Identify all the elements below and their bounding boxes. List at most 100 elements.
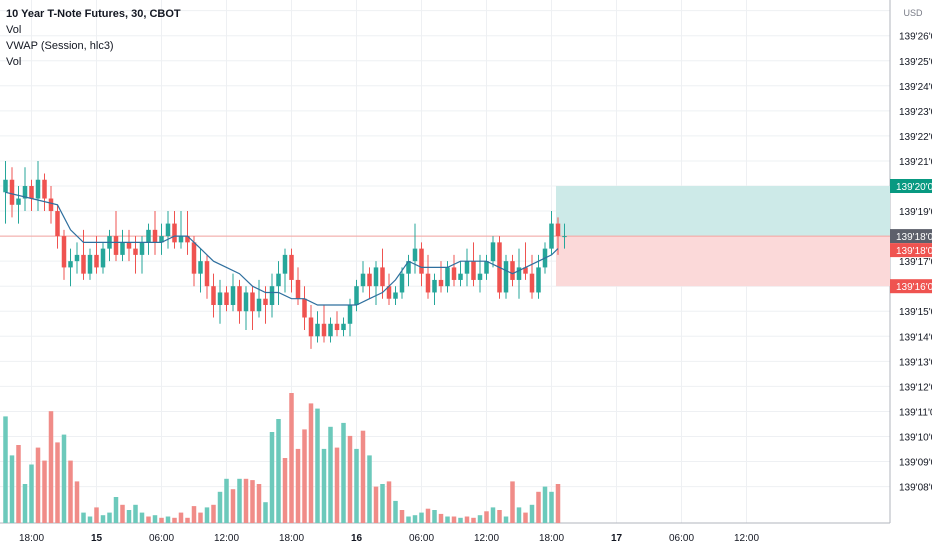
candle-body <box>139 242 145 255</box>
candle-body <box>178 236 184 243</box>
volume-bar <box>315 408 320 523</box>
candle-body <box>224 292 229 305</box>
candle-body <box>74 254 80 262</box>
volume-bar <box>399 510 405 523</box>
price-scale-label: 139'13'0 <box>899 357 932 368</box>
candle-body <box>42 179 47 199</box>
candle-body <box>68 261 73 268</box>
candle-body <box>341 323 346 331</box>
volume-bar <box>373 486 379 523</box>
candle-body <box>432 279 437 293</box>
candle-body <box>295 279 301 299</box>
candle-body <box>386 286 392 299</box>
volume-bar <box>74 481 80 523</box>
price-scale-label: 139'25'0 <box>899 57 932 68</box>
candle-body <box>451 267 457 280</box>
volume-bar <box>211 504 216 523</box>
candle-body <box>536 267 541 293</box>
volume-bar <box>191 506 197 523</box>
price-scale-label: 139'11'0 <box>899 407 932 418</box>
volume-bar <box>48 411 54 523</box>
volume-bar <box>159 517 164 523</box>
candle-body <box>373 267 379 287</box>
volume-bar <box>113 497 119 523</box>
candle-body <box>243 292 249 312</box>
candle-body <box>55 211 60 237</box>
candle-body <box>484 261 489 274</box>
candle-body <box>87 254 93 274</box>
volume-bar <box>549 491 554 523</box>
volume-bar <box>360 430 366 523</box>
volume-bar <box>412 515 418 523</box>
volume-bar <box>555 484 561 523</box>
entry-price-tag-bg <box>890 243 932 258</box>
volume-bar <box>35 447 41 523</box>
volume-bar <box>230 489 236 523</box>
candle-body <box>490 242 496 262</box>
volume-bar <box>406 516 411 523</box>
candle-body <box>152 229 158 243</box>
candle-body <box>458 273 463 280</box>
candle-body <box>9 179 15 205</box>
candle-body <box>464 261 470 274</box>
legend-volume-2[interactable]: Vol <box>6 56 22 68</box>
candle-body <box>29 186 34 199</box>
price-scale-label: 139'09'0 <box>899 458 932 469</box>
volume-bar <box>269 432 275 523</box>
volume-bar <box>503 516 509 523</box>
candle-body <box>406 261 411 274</box>
stop-price-tag: 139'16'0 <box>896 282 932 293</box>
candle-body <box>48 198 54 212</box>
candle-body <box>165 223 171 237</box>
price-scale-label: 139'24'0 <box>899 82 932 93</box>
candle-body <box>256 298 262 312</box>
volume-bar <box>3 416 8 523</box>
legend-symbol-title[interactable]: 10 Year T-Note Futures, 30, CBOT <box>6 8 181 20</box>
candle-body <box>263 298 268 305</box>
candle-body <box>510 261 515 280</box>
legend-volume-1[interactable]: Vol <box>6 24 22 36</box>
volume-bar <box>542 486 548 523</box>
candle-body <box>282 254 288 274</box>
time-axis-label: 06:00 <box>149 533 174 544</box>
candle-body <box>393 292 398 299</box>
volume-bar <box>237 478 242 523</box>
entry-price-tag: 139'18'0 <box>896 246 932 257</box>
candle-body <box>133 248 138 255</box>
volume-bar <box>334 447 340 523</box>
last-price-tag: 139'18'0 <box>896 232 932 243</box>
candle-body <box>113 236 119 255</box>
candle-body <box>35 179 41 199</box>
price-scale-label: 139'12'0 <box>899 382 932 393</box>
candle-body <box>120 242 125 255</box>
vwap-line <box>5 191 559 306</box>
candle-body <box>425 273 431 293</box>
volume-bar <box>61 434 67 523</box>
time-axis-label: 15 <box>91 533 103 544</box>
time-axis-label: 12:00 <box>474 533 499 544</box>
target-price-tag-bg <box>890 179 932 194</box>
candle-body <box>471 261 476 280</box>
volume-bar <box>451 516 457 523</box>
currency-label: USD <box>903 8 923 18</box>
time-axis-label: 16 <box>351 533 363 544</box>
last-price-tag-bg <box>890 229 932 244</box>
candle-body <box>562 236 567 238</box>
volume-bar <box>243 478 249 523</box>
candle-body <box>380 267 385 287</box>
volume-bar <box>16 445 21 523</box>
volume-bar <box>516 507 522 523</box>
volume-bar <box>9 455 15 523</box>
loss-zone <box>556 236 890 287</box>
volume-bar <box>94 507 99 523</box>
volume-bar <box>425 508 431 523</box>
price-scale-label: 139'14'0 <box>899 332 932 343</box>
candle-body <box>237 286 242 312</box>
volume-bar <box>321 448 327 523</box>
candle-body <box>419 248 424 274</box>
legend-vwap[interactable]: VWAP (Session, hlc3) <box>6 40 114 52</box>
candle-body <box>399 273 405 293</box>
volume-bar <box>22 484 28 523</box>
